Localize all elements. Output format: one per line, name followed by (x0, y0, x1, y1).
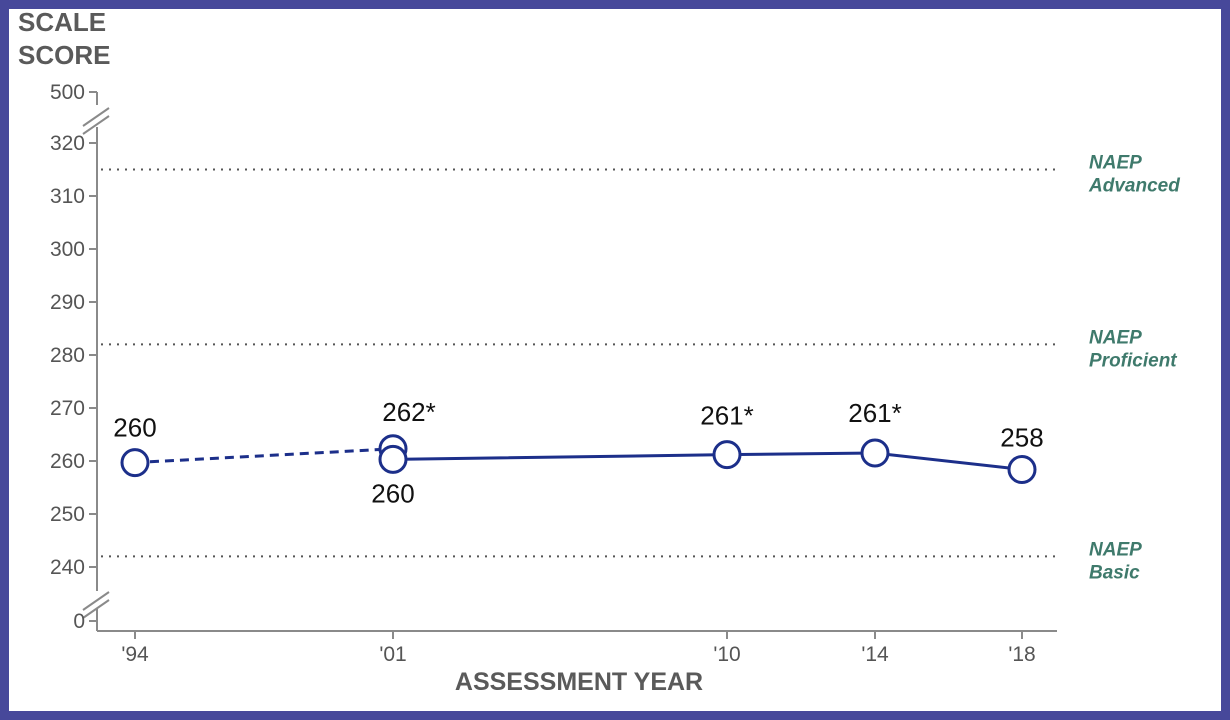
data-point-marker (1007, 454, 1037, 484)
data-label: 261* (700, 401, 754, 431)
y-tick-label: 500 (50, 81, 85, 104)
y-tick-label: 310 (50, 185, 85, 208)
series-lines (134, 447, 1023, 471)
x-tick-label: '18 (1008, 643, 1035, 666)
data-label: 260 (113, 413, 156, 443)
reference-line-label: Basic (1089, 562, 1140, 583)
y-tick-label: 0 (73, 610, 85, 633)
y-tick-label: 320 (50, 132, 85, 155)
axis-break-mark (82, 115, 110, 135)
data-point-marker (712, 440, 742, 470)
data-label: 261* (848, 398, 902, 428)
y-tick-label: 250 (50, 503, 85, 526)
series-line (134, 447, 394, 465)
x-tick-label: '14 (861, 643, 889, 666)
series-line (392, 451, 1023, 471)
reference-line-label: NAEP (1089, 153, 1142, 174)
x-tick-label: '94 (121, 643, 149, 666)
reference-line-label: Proficient (1089, 350, 1177, 371)
y-axis-title-line-2: SCORE (18, 40, 110, 70)
data-point-marker (378, 444, 408, 474)
data-label: 262* (382, 397, 436, 427)
y-tick-label: 270 (50, 397, 85, 420)
axis-break-mark (82, 107, 110, 127)
data-point-marker (860, 438, 890, 468)
axis-break-mark (82, 591, 110, 611)
x-axis-title: ASSESSMENT YEAR (455, 668, 703, 696)
data-points (120, 434, 1037, 484)
data-labels: 260 262* 260 261* 261* 258 (113, 397, 1043, 509)
reference-line-label: Advanced (1088, 176, 1180, 197)
y-axis-title-line-1: SCALE (18, 9, 106, 37)
data-label: 258 (1000, 422, 1043, 452)
y-tick-label: 260 (50, 450, 85, 473)
x-tick-label: '10 (713, 643, 740, 666)
y-tick-label: 290 (50, 291, 85, 314)
data-point-marker (120, 448, 150, 478)
axes: 0 240 250 260 270 280 290 300 310 320 500 '94 '01 '10… (50, 81, 1057, 666)
data-label: 260 (371, 478, 414, 508)
reference-line-label: NAEP (1089, 327, 1142, 348)
y-tick-label: 240 (50, 556, 85, 579)
axis-break-mark (82, 599, 110, 619)
y-tick-label: 280 (50, 344, 85, 367)
y-tick-label: 300 (50, 238, 85, 261)
axis-titles: SCALE SCORE ASSESSMENT YEAR (18, 9, 703, 696)
x-tick-label: '01 (379, 643, 406, 666)
chart-frame: NAEP Advanced NAEP Proficient NAEP Basic 0 240… (9, 9, 1221, 711)
reference-line-label: NAEP (1089, 539, 1142, 560)
